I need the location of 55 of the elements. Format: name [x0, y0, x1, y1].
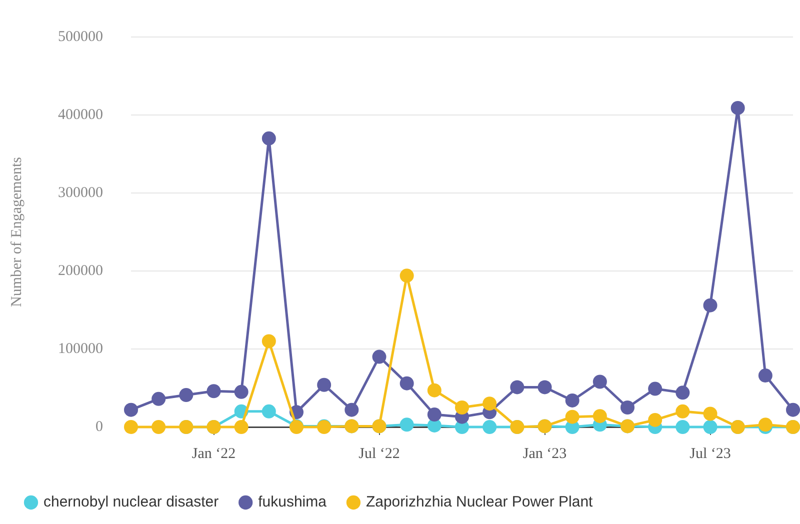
point [152, 420, 166, 434]
point [152, 392, 166, 406]
legend-label: Zaporizhzhia Nuclear Power Plant [366, 494, 594, 511]
point [482, 396, 497, 411]
point [758, 368, 772, 383]
x-tick-label: Jan ‘22 [192, 446, 236, 462]
point [703, 298, 718, 312]
point [372, 350, 386, 364]
point [758, 418, 772, 432]
x-tick-label: Jul ‘23 [690, 446, 731, 462]
point [234, 384, 248, 399]
point [676, 420, 690, 434]
y-tick-label: 200000 [58, 262, 103, 279]
point [510, 380, 524, 394]
point [262, 404, 276, 418]
point [730, 100, 745, 115]
y-axis-title: Number of Engagements [8, 156, 25, 307]
y-tick-label: 0 [96, 418, 103, 435]
point [648, 382, 662, 396]
point [344, 402, 359, 417]
y-tick-label: 500000 [58, 28, 103, 45]
y-tick-label: 100000 [58, 340, 103, 357]
x-tick-label: Jul ‘22 [358, 446, 400, 462]
point [592, 374, 607, 389]
point [427, 383, 442, 398]
point [703, 420, 718, 434]
point [124, 402, 138, 417]
point [262, 131, 276, 146]
x-tick-label: Jan ‘23 [522, 446, 567, 462]
point [565, 410, 580, 424]
point [400, 268, 414, 283]
point [124, 420, 138, 434]
point [400, 376, 414, 390]
point [234, 420, 248, 434]
point [620, 400, 634, 414]
point [206, 384, 221, 398]
point [676, 386, 690, 400]
point [262, 334, 276, 348]
point [400, 418, 414, 432]
point [648, 412, 662, 427]
point [703, 406, 718, 421]
point [179, 388, 194, 402]
point [786, 402, 800, 417]
point [676, 404, 690, 418]
point [427, 408, 442, 422]
legend-label: fukushima [258, 494, 328, 511]
y-tick-label: 300000 [58, 184, 103, 201]
point [565, 393, 580, 408]
point [538, 380, 552, 394]
point [592, 409, 607, 424]
point [482, 420, 497, 434]
y-tick-label: 400000 [58, 106, 103, 123]
point [455, 400, 469, 414]
legend-label: chernobyl nuclear disaster [44, 494, 219, 511]
point [317, 378, 332, 392]
